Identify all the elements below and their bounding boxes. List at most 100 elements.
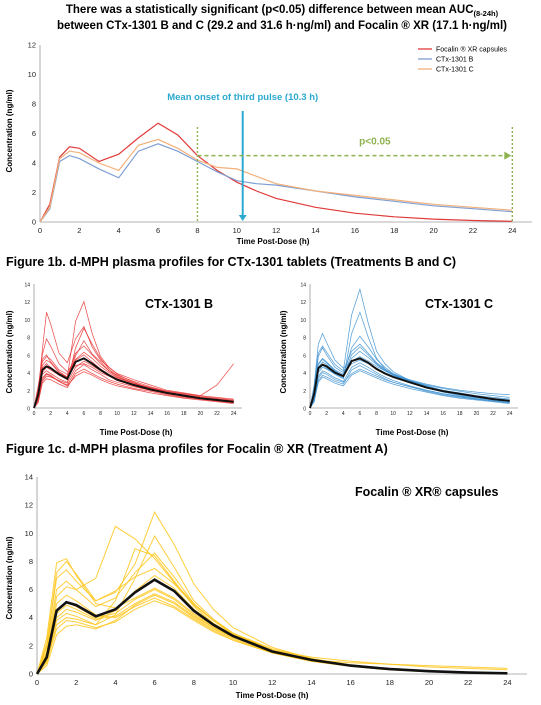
- fig1c-subject-line-13: [36, 593, 508, 675]
- figure-1a-mean-profiles-chart: There was a statistically significant (p…: [5, 4, 532, 246]
- fig1b-ctx1301b-y-tick-label: 8: [27, 336, 30, 342]
- fig1b-ctx1301b-x-tick-label: 22: [214, 411, 220, 417]
- fig1c-x-tick-label: 18: [386, 678, 394, 687]
- fig1b-ctx1301b-y-tick-label: 10: [24, 318, 30, 324]
- fig1a-y-tick-label: 6: [32, 129, 36, 138]
- fig1a-x-tick-label: 20: [429, 226, 437, 235]
- fig1c-subject-line-7: [36, 552, 508, 675]
- fig1b-ctx1301c-subject-line-12: [309, 370, 510, 409]
- fig1a-legend-entry-3: CTx-1301 C: [436, 67, 474, 74]
- fig1b-ctx1301b-x-tick-label: 18: [181, 411, 187, 417]
- fig1c-x-axis-title: Time Post-Dose (h): [236, 691, 309, 700]
- fig1b-ctx1301c-y-tick-label: 12: [300, 300, 306, 306]
- fig1b-ctx1301b-y-axis-title: Concentration (ng/ml): [5, 310, 14, 393]
- fig1b-ctx1301c-y-tick-label: 14: [300, 283, 306, 289]
- fig1b-ctx1301c-x-axis-title: Time Post-Dose (h): [376, 428, 449, 437]
- fig1b-ctx1301b-x-tick-label: 10: [114, 411, 120, 417]
- fig1a-pvalue-arrow-head: [504, 151, 512, 160]
- fig1b-ctx1301c-y-tick-label: 4: [303, 371, 306, 377]
- fig1c-focalin-label: Focalin ® XR® capsules: [355, 485, 499, 499]
- fig1c-y-tick-label: 6: [29, 585, 33, 594]
- fig1b-ctx1301c-mean-line: [309, 357, 510, 409]
- fig1b-ctx1301b-x-tick-label: 14: [148, 411, 154, 417]
- fig1a-y-tick-label: 2: [32, 188, 36, 197]
- fig1c-subject-line-8: [36, 589, 508, 675]
- fig1b-ctx1301c-x-tick-label: 0: [309, 411, 312, 417]
- fig1b-ctx1301c-y-tick-label: 2: [303, 389, 306, 395]
- fig1b-ctx1301c-x-tick-label: 4: [342, 411, 345, 417]
- fig1a-y-axis-title: Concentration (ng/ml): [5, 89, 14, 172]
- fig1c-x-tick-label: 16: [346, 678, 354, 687]
- fig1c-y-axis-title: Concentration (ng/ml): [5, 536, 14, 619]
- fig1a-series-line-1: [39, 122, 513, 223]
- fig1b-ctx1301b-x-tick-label: 20: [198, 411, 204, 417]
- fig1c-y-tick-label: 12: [25, 501, 33, 510]
- fig1b-ctx1301c-x-tick-label: 22: [490, 411, 496, 417]
- fig1c-subject-line-5: [36, 574, 508, 675]
- fig1c-subject-line-10: [36, 567, 508, 675]
- fig1a-legend-entry-2: CTx-1301 B: [436, 57, 474, 64]
- fig1b-ctx1301c-x-tick-label: 2: [325, 411, 328, 417]
- fig1a-x-tick-label: 4: [117, 226, 121, 235]
- fig1c-subject-line-6: [36, 594, 508, 675]
- fig1a-x-tick-label: 14: [311, 226, 319, 235]
- fig1b-ctx1301c-x-tick-label: 6: [359, 411, 362, 417]
- fig1c-x-tick-label: 22: [464, 678, 472, 687]
- fig1c-y-tick-label: 2: [29, 641, 33, 650]
- fig1a-x-tick-label: 10: [233, 226, 241, 235]
- fig1a-x-tick-label: 18: [390, 226, 398, 235]
- fig1a-x-tick-label: 2: [77, 226, 81, 235]
- fig1c-x-tick-label: 4: [113, 678, 117, 687]
- fig1c-y-tick-label: 0: [29, 670, 33, 679]
- fig1a-x-tick-label: 24: [508, 226, 516, 235]
- fig1a-title-line1: There was a statistically significant (p…: [66, 4, 499, 18]
- fig1b-ctx1301c-y-axis-title: Concentration (ng/ml): [279, 310, 288, 393]
- fig1b-ctx1301b-x-tick-label: 12: [131, 411, 137, 417]
- fig1a-onset-annotation: Mean onset of third pulse (10.3 h): [167, 92, 318, 103]
- fig1a-y-tick-label: 10: [28, 70, 36, 79]
- fig1a-title-line2: between CTx-1301 B and C (29.2 and 31.6 …: [57, 20, 507, 32]
- fig1c-y-tick-label: 10: [25, 529, 33, 538]
- fig1b-ctx1301c-subject-line-9: [309, 332, 510, 409]
- fig1c-x-tick-label: 12: [268, 678, 276, 687]
- fig1b-ctx1301b-subject-line-5: [33, 368, 234, 409]
- fig1b-ctx1301b-x-tick-label: 6: [83, 411, 86, 417]
- figure-1b-heading: Figure 1b. d-MPH plasma profiles for CTx…: [6, 255, 457, 269]
- fig1b-ctx1301b-label: CTx-1301 B: [145, 297, 213, 311]
- fig1b-ctx1301b-mean-line: [33, 357, 234, 409]
- fig1b-ctx1301b-subject-line-7: [33, 351, 234, 409]
- fig1c-x-tick-label: 14: [307, 678, 315, 687]
- fig1b-ctx1301c-x-tick-label: 10: [390, 411, 396, 417]
- fig1b-ctx1301c-label: CTx-1301 C: [425, 297, 493, 311]
- fig1c-x-tick-label: 2: [74, 678, 78, 687]
- fig1b-ctx1301b-y-tick-label: 2: [27, 389, 30, 395]
- fig1a-x-tick-label: 12: [272, 226, 280, 235]
- fig1a-x-tick-label: 8: [195, 226, 199, 235]
- fig1a-x-tick-label: 22: [469, 226, 477, 235]
- fig1b-ctx1301b-subject-line-12: [33, 371, 234, 409]
- fig1b-ctx1301b-y-tick-label: 14: [24, 283, 30, 289]
- fig1b-ctx1301c-y-tick-label: 6: [303, 353, 306, 359]
- fig1c-x-tick-label: 24: [503, 678, 511, 687]
- fig1a-x-tick-label: 0: [38, 226, 42, 235]
- fig1a-x-axis-title: Time Post-Dose (h): [237, 237, 310, 246]
- fig1b-ctx1301b-x-tick-label: 8: [99, 411, 102, 417]
- fig1b-ctx1301c-y-tick-label: 0: [303, 407, 306, 413]
- fig1b-ctx1301c-x-tick-label: 20: [474, 411, 480, 417]
- fig1b-ctx1301b-x-tick-label: 2: [49, 411, 52, 417]
- fig1b-ctx1301c-y-tick-label: 10: [300, 318, 306, 324]
- fig1b-ctx1301b-subject-line-2: [33, 300, 234, 409]
- fig1a-y-tick-label: 8: [32, 100, 36, 109]
- fig1c-subject-line-11: [36, 594, 508, 675]
- fig1a-series-line-2: [39, 143, 513, 223]
- fig1b-ctx1301c-subject-line-4: [309, 365, 510, 409]
- fig1b-ctx1301c-y-tick-label: 8: [303, 336, 306, 342]
- fig1c-x-tick-label: 10: [229, 678, 237, 687]
- fig1a-legend-entry-1: Focalin ® XR capsules: [436, 46, 507, 54]
- fig1a-series-line-3: [39, 138, 513, 223]
- fig1a-x-tick-label: 16: [351, 226, 359, 235]
- fig1c-y-tick-label: 4: [29, 613, 33, 622]
- fig1b-ctx1301b-x-tick-label: 4: [66, 411, 69, 417]
